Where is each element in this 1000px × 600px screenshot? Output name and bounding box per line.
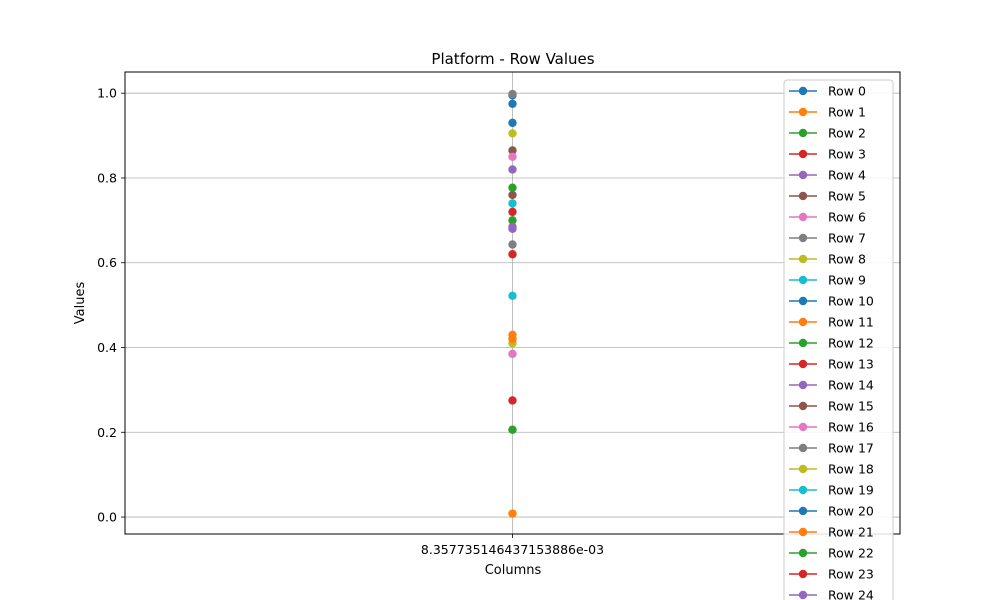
data-point <box>508 349 517 359</box>
data-point <box>508 291 517 300</box>
legend-marker <box>798 149 808 159</box>
legend-marker <box>798 548 808 558</box>
data-point <box>508 509 517 518</box>
legend-marker <box>798 401 808 411</box>
data-point <box>508 152 517 161</box>
data-point <box>508 240 517 249</box>
data-point <box>508 396 517 405</box>
data-point <box>508 190 517 200</box>
legend-marker <box>798 86 808 96</box>
legend-marker <box>798 254 808 264</box>
legend-box <box>783 79 894 600</box>
data-point <box>508 199 517 208</box>
legend-marker <box>798 380 808 390</box>
data-point <box>508 216 517 225</box>
legend-marker <box>798 233 808 243</box>
legend-label: Row 0 <box>828 84 866 99</box>
legend-marker <box>798 128 808 138</box>
data-point <box>508 207 517 217</box>
legend-marker <box>798 443 808 453</box>
y-tick-label: 0.4 <box>97 340 117 355</box>
chart-title: Platform - Row Values <box>431 50 594 68</box>
legend-label: Row 24 <box>828 588 874 600</box>
legend-label: Row 18 <box>828 462 874 477</box>
legend-label: Row 13 <box>828 357 874 372</box>
legend-marker <box>798 485 808 495</box>
legend: Row 0 Row 1 Row 2 Row 3 Row 4 Row 5 Row 6 Row 7… <box>783 79 894 600</box>
y-tick-label: 0.2 <box>97 425 117 440</box>
legend-label: Row 2 <box>828 126 866 141</box>
legend-label: Row 16 <box>828 420 874 435</box>
y-tick-label: 1.0 <box>97 86 117 101</box>
y-tick-label: 0.0 <box>97 510 117 525</box>
legend-label: Row 8 <box>828 252 866 267</box>
legend-label: Row 17 <box>828 441 874 456</box>
legend-label: Row 12 <box>828 336 874 351</box>
data-point <box>508 165 517 174</box>
data-point <box>508 222 517 231</box>
legend-marker <box>798 422 808 432</box>
legend-label: Row 21 <box>828 525 874 540</box>
data-point <box>508 118 517 128</box>
data-point <box>508 183 517 192</box>
legend-label: Row 5 <box>828 189 866 204</box>
data-point <box>508 425 517 434</box>
data-point <box>508 146 517 155</box>
legend-marker <box>798 338 808 348</box>
y-tick-label: 0.8 <box>97 170 117 185</box>
legend-label: Row 19 <box>828 483 874 498</box>
legend-marker <box>798 191 808 201</box>
legend-label: Row 6 <box>828 210 866 225</box>
data-point <box>508 129 517 138</box>
data-points <box>508 89 517 518</box>
data-point <box>508 334 517 344</box>
x-tick-label: 8.357735146437153886e-03 <box>421 542 604 557</box>
legend-marker <box>798 506 808 516</box>
y-axis-label: Values <box>73 282 88 325</box>
data-point <box>508 250 517 259</box>
legend-marker <box>798 317 808 327</box>
legend-marker <box>798 212 808 222</box>
legend-label: Row 20 <box>828 504 874 519</box>
legend-label: Row 4 <box>828 168 866 183</box>
legend-marker <box>798 107 808 117</box>
legend-marker <box>798 296 808 306</box>
legend-label: Row 7 <box>828 231 866 246</box>
legend-marker <box>798 275 808 285</box>
y-tick-label: 0.6 <box>97 255 117 270</box>
legend-marker <box>798 569 808 579</box>
legend-label: Row 1 <box>828 105 866 120</box>
legend-label: Row 23 <box>828 567 874 582</box>
legend-label: Row 22 <box>828 546 874 561</box>
legend-label: Row 9 <box>828 273 866 288</box>
legend-marker <box>798 464 808 474</box>
y-axis: 0.0 0.2 0.4 0.6 0.8 1.0 <box>97 86 125 525</box>
legend-marker <box>798 527 808 537</box>
legend-marker <box>798 170 808 180</box>
data-point <box>508 99 517 108</box>
legend-label: Row 15 <box>828 399 874 414</box>
x-axis: 8.357735146437153886e-03 <box>421 534 604 557</box>
legend-label: Row 11 <box>828 315 874 330</box>
legend-marker <box>798 590 808 600</box>
x-axis-label: Columns <box>485 563 542 578</box>
legend-label: Row 10 <box>828 294 874 309</box>
legend-label: Row 14 <box>828 378 874 393</box>
legend-label: Row 3 <box>828 147 866 162</box>
legend-marker <box>798 359 808 369</box>
data-point <box>508 89 517 99</box>
